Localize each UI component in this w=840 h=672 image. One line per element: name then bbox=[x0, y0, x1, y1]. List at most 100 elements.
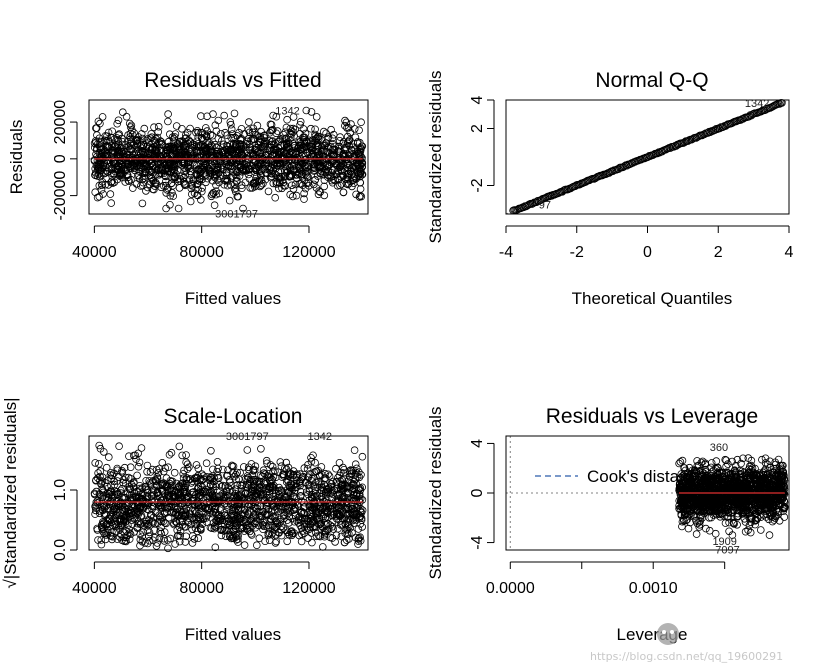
data-point bbox=[350, 125, 359, 133]
y-axis: 0.01.0 bbox=[52, 479, 78, 561]
y-axis-label: Residuals bbox=[7, 120, 26, 195]
data-point bbox=[232, 173, 241, 182]
data-point bbox=[107, 178, 115, 187]
data-point bbox=[294, 143, 303, 151]
data-point bbox=[318, 543, 327, 551]
data-point bbox=[203, 112, 211, 121]
data-point bbox=[91, 188, 99, 197]
data-point bbox=[115, 146, 124, 155]
data-point bbox=[118, 138, 127, 146]
data-point bbox=[305, 143, 314, 151]
data-point bbox=[765, 531, 774, 539]
data-point bbox=[238, 184, 246, 193]
data-point bbox=[233, 168, 241, 176]
data-point bbox=[214, 147, 222, 156]
data-point bbox=[192, 128, 200, 137]
x-tick-label: 120000 bbox=[282, 244, 335, 261]
data-point bbox=[207, 192, 216, 201]
data-point bbox=[319, 170, 328, 179]
data-point bbox=[125, 452, 133, 461]
data-point bbox=[702, 524, 710, 533]
data-point bbox=[94, 160, 103, 168]
data-point bbox=[221, 128, 229, 137]
data-point bbox=[127, 121, 136, 130]
data-point bbox=[316, 169, 325, 177]
data-point bbox=[186, 124, 194, 133]
x-tick-label: 120000 bbox=[282, 580, 335, 597]
data-point bbox=[213, 176, 222, 184]
data-point bbox=[328, 156, 337, 164]
data-point bbox=[212, 143, 221, 152]
data-point bbox=[283, 537, 292, 546]
residuals-vs-leverage-panel: Residuals vs Leverage 0.0000 0.0010 -404 … bbox=[426, 405, 790, 644]
data-point bbox=[126, 129, 135, 138]
data-point bbox=[289, 113, 298, 121]
data-point bbox=[314, 190, 323, 199]
scale-location-panel: Scale-Location 40000 80000 120000 0.01.0 F… bbox=[1, 397, 369, 644]
data-point bbox=[173, 166, 182, 174]
data-point bbox=[95, 181, 104, 190]
data-point bbox=[264, 187, 273, 196]
data-point bbox=[259, 179, 267, 188]
data-point bbox=[132, 180, 141, 188]
data-point bbox=[151, 182, 159, 191]
plot-frame bbox=[88, 99, 369, 215]
data-point bbox=[146, 157, 154, 165]
data-point bbox=[183, 129, 192, 137]
data-point bbox=[266, 146, 274, 155]
data-point bbox=[320, 191, 329, 200]
data-point bbox=[201, 153, 210, 162]
data-point bbox=[323, 173, 332, 181]
data-point bbox=[348, 143, 357, 152]
data-point bbox=[196, 153, 205, 161]
data-point bbox=[100, 136, 109, 145]
data-point bbox=[213, 457, 222, 466]
data-point bbox=[266, 173, 275, 182]
data-point bbox=[301, 156, 309, 164]
data-point bbox=[169, 192, 178, 200]
data-point bbox=[297, 141, 305, 150]
data-point bbox=[712, 457, 721, 465]
data-point bbox=[128, 154, 137, 162]
data-point bbox=[223, 169, 231, 177]
data-point bbox=[115, 130, 123, 138]
data-point bbox=[304, 179, 313, 187]
data-point bbox=[157, 183, 166, 192]
data-point bbox=[111, 148, 119, 157]
y-axis-label: √|Standardized residuals| bbox=[1, 397, 20, 588]
data-point bbox=[237, 125, 246, 133]
data-point bbox=[107, 169, 116, 178]
data-point bbox=[181, 179, 189, 188]
data-point bbox=[295, 164, 304, 172]
data-point bbox=[684, 137, 692, 145]
data-point bbox=[228, 157, 236, 165]
chart-title: Residuals vs Leverage bbox=[546, 405, 758, 428]
data-point bbox=[171, 173, 180, 182]
data-point bbox=[223, 131, 231, 140]
data-point bbox=[138, 199, 147, 208]
data-point bbox=[249, 179, 257, 188]
y-tick-label: -20000 bbox=[52, 171, 69, 221]
data-point bbox=[252, 541, 261, 549]
data-point bbox=[658, 147, 666, 156]
data-point bbox=[104, 181, 113, 189]
data-point bbox=[300, 195, 308, 203]
data-point bbox=[121, 153, 129, 161]
data-point bbox=[227, 120, 235, 129]
data-point bbox=[352, 163, 361, 171]
data-point bbox=[282, 165, 291, 174]
data-point bbox=[107, 164, 116, 173]
data-point bbox=[177, 150, 186, 159]
data-point bbox=[93, 193, 102, 202]
data-point bbox=[233, 192, 242, 201]
data-point bbox=[648, 151, 657, 160]
data-point bbox=[227, 133, 236, 142]
data-point bbox=[162, 177, 170, 186]
data-point bbox=[313, 133, 322, 142]
data-point bbox=[106, 190, 115, 198]
data-point bbox=[194, 170, 202, 179]
data-point bbox=[217, 157, 225, 165]
data-point bbox=[115, 170, 124, 179]
data-point bbox=[275, 137, 283, 145]
data-point bbox=[286, 129, 295, 138]
